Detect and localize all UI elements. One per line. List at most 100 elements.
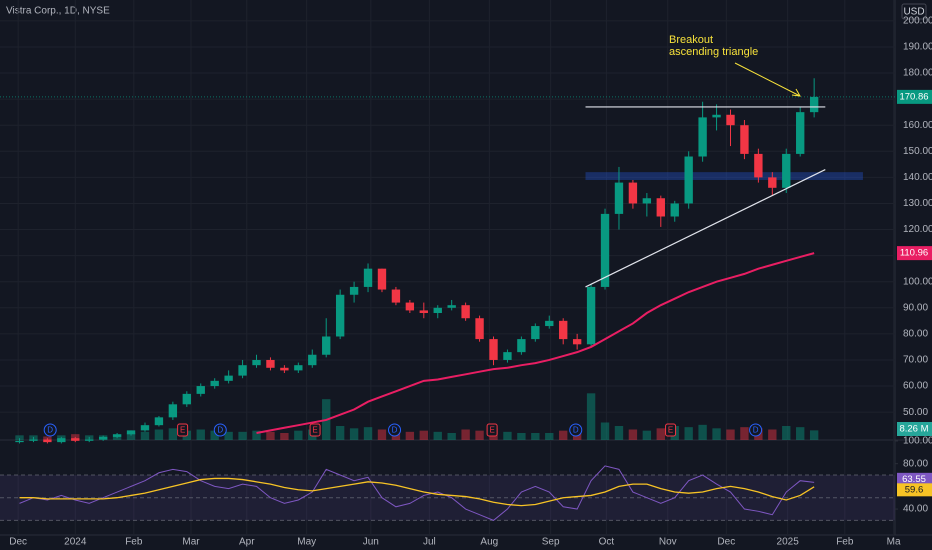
candle-body <box>182 393 191 405</box>
candle-body <box>531 326 540 340</box>
y-tick-label: 120.00 <box>903 224 932 235</box>
volume-bar <box>210 430 219 440</box>
x-tick-label: Jun <box>363 537 379 548</box>
volume-bar <box>517 433 526 440</box>
y-tick-label: 60.00 <box>903 381 928 392</box>
rsi-line <box>19 465 815 521</box>
candle-body <box>489 339 498 360</box>
candle-body <box>238 365 247 376</box>
candle-body <box>600 213 610 287</box>
y-tick-label: 80.00 <box>903 458 928 469</box>
annotation: ascending triangle <box>669 46 758 58</box>
volume-bar <box>628 429 638 440</box>
candle-body <box>322 336 331 355</box>
volume-bar <box>154 429 164 440</box>
event-label: D <box>47 426 53 435</box>
event-label: E <box>489 426 494 435</box>
x-tick-label: Apr <box>239 537 255 548</box>
event-label: E <box>668 426 673 435</box>
x-tick-label: Aug <box>480 537 498 548</box>
volume-bar <box>405 431 415 440</box>
x-tick-label: Dec <box>9 537 27 548</box>
candle-body <box>475 318 484 340</box>
candle-body <box>335 294 345 337</box>
candle-body <box>684 156 693 204</box>
y-tick-label: 190.00 <box>903 42 932 53</box>
candle-body <box>670 203 679 217</box>
x-tick-label: Oct <box>599 537 615 548</box>
event-marker <box>569 423 583 437</box>
volume-bar <box>740 427 749 440</box>
candle-body <box>29 439 38 441</box>
y-tick-label: 180.00 <box>903 68 932 79</box>
candle-body <box>796 112 805 154</box>
candle-body <box>642 198 652 204</box>
candle-body <box>740 125 749 154</box>
x-tick-label: May <box>297 537 316 548</box>
candle-body <box>712 114 721 118</box>
volume-bar <box>461 429 470 440</box>
price-badge <box>897 89 932 104</box>
candle-body <box>572 339 582 345</box>
candle-body <box>559 320 568 340</box>
event-label: D <box>573 426 579 435</box>
x-tick-label: Nov <box>659 537 677 548</box>
volume-bar <box>280 433 289 440</box>
annotation: Breakout <box>669 34 713 46</box>
rsi-line <box>19 477 815 507</box>
candle-body <box>586 286 596 345</box>
volume-bar <box>447 433 456 440</box>
volume-bar <box>294 430 303 440</box>
price-badge-label: 110.96 <box>900 248 928 259</box>
event-label: D <box>753 426 759 435</box>
currency[interactable]: USD <box>903 7 924 18</box>
volume-bar <box>238 431 247 440</box>
volume-bar <box>726 429 735 440</box>
y-tick-label: 100.00 <box>903 276 932 287</box>
candle-body <box>698 117 707 157</box>
event-marker <box>309 423 321 437</box>
event-label: D <box>217 426 223 435</box>
event-marker <box>388 423 402 437</box>
price-badge <box>897 422 932 436</box>
volume-bar <box>475 430 484 440</box>
event-marker <box>213 423 227 437</box>
y-tick-label: 140.00 <box>903 172 932 183</box>
currency-box[interactable] <box>901 3 927 20</box>
candle-body <box>517 339 526 353</box>
candle-body <box>461 305 470 319</box>
y-tick-label: 150.00 <box>903 146 932 157</box>
y-tick-label: 100.00 <box>903 436 932 447</box>
candle-body <box>377 268 387 290</box>
volume-bar <box>559 430 568 440</box>
volume-bar <box>168 428 178 440</box>
symbol-title: Vistra Corp., 1D, NYSE <box>6 6 110 17</box>
candle-body <box>405 302 415 311</box>
candle-body <box>308 354 317 366</box>
volume-bar <box>363 427 373 440</box>
volume-bar <box>684 427 693 440</box>
candle-body <box>433 307 442 314</box>
volume-bar <box>252 430 261 440</box>
candle-body <box>140 425 150 431</box>
volume-bar <box>335 426 345 440</box>
y-tick-label: 90.00 <box>903 302 928 313</box>
volume-bar <box>809 430 819 440</box>
candle-body <box>768 177 777 188</box>
candle-body <box>447 305 456 308</box>
candle-body <box>43 439 52 443</box>
y-tick-label: 70.00 <box>903 355 928 366</box>
volume-bar <box>796 427 805 440</box>
volume-bar <box>642 430 652 440</box>
volume-bar <box>545 433 554 440</box>
candle-body <box>545 320 554 327</box>
event-marker <box>177 423 189 437</box>
volume-bar <box>614 426 624 440</box>
x-tick-label: Sep <box>542 537 560 548</box>
candle-body <box>391 289 401 303</box>
candle-body <box>71 438 80 441</box>
candle-body <box>154 417 164 426</box>
volume-bar <box>768 429 777 440</box>
candle-body <box>57 438 66 443</box>
